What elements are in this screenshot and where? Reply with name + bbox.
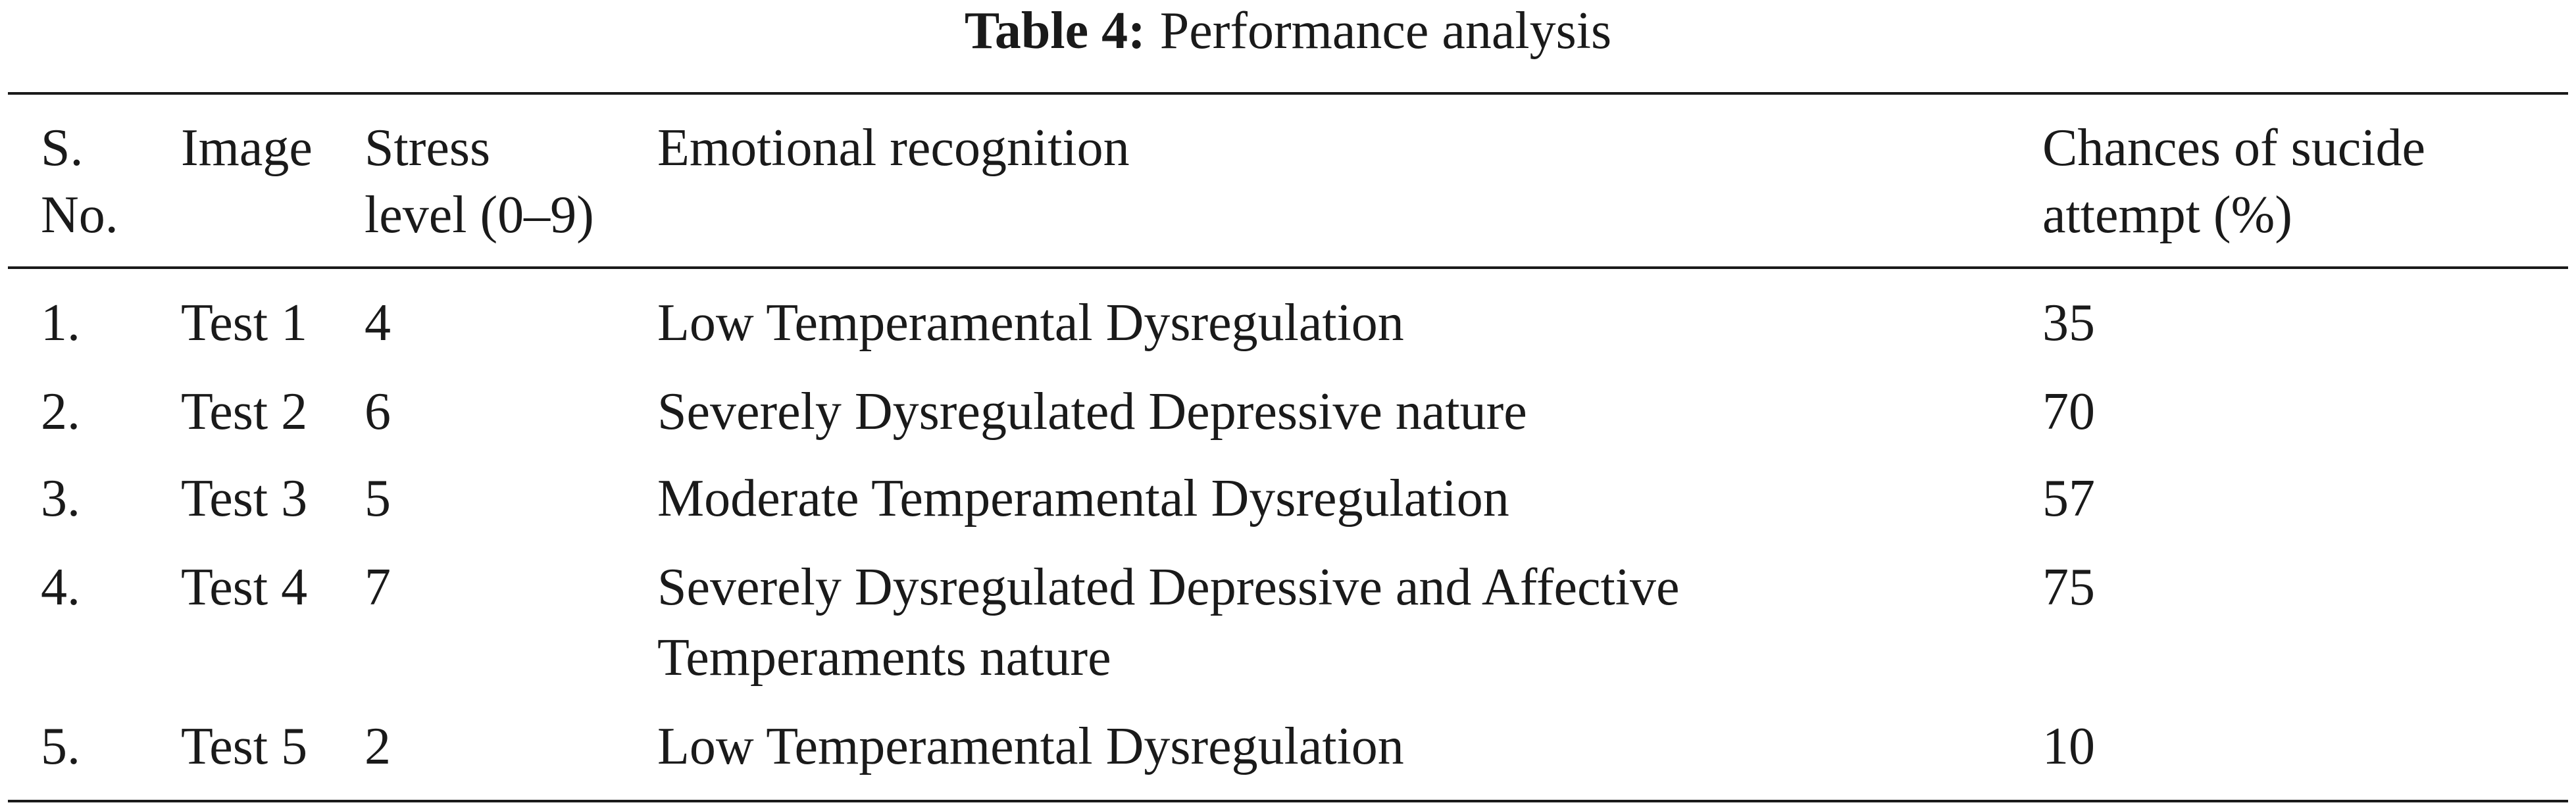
table-cell: Test 4 [181,558,308,616]
table-cell: Low Temperamental Dysregulation [657,718,1404,775]
header-cell: Chances of sucide [2042,119,2426,177]
table-cell: 75 [2042,558,2095,616]
table-cell: Test 5 [181,718,308,775]
table-cell: 57 [2042,470,2095,527]
header-cell: S. [41,119,84,177]
header-cell: Image [181,119,313,177]
table-cell: 6 [365,383,391,441]
table-cell: 7 [365,558,391,616]
table-cell: Test 3 [181,470,308,527]
table-cell: Moderate Temperamental Dysregulation [657,470,1509,527]
table-cell: 5. [41,718,80,775]
caption-title: Performance analysis [1159,2,1612,60]
table-cell: 5 [365,470,391,527]
table-cell: 2. [41,383,80,441]
table-cell: Severely Dysregulated Depressive and Aff… [657,558,1680,687]
header-cell: level (0–9) [365,186,594,244]
table-cell: 2 [365,718,391,775]
header-cell: No. [41,186,118,244]
table-cell: Low Temperamental Dysregulation [657,294,1404,352]
table-cell: 1. [41,294,80,352]
caption-label: Table 4: [964,2,1146,60]
table-cell: 4 [365,294,391,352]
top-rule [8,92,2568,95]
table-cell: 35 [2042,294,2095,352]
header-cell: Emotional recognition [657,119,1130,177]
table-cell: 3. [41,470,80,527]
table-cell: Severely Dysregulated Depressive nature [657,383,1527,441]
table-cell: Test 2 [181,383,308,441]
header-cell: attempt (%) [2042,186,2292,244]
bottom-rule [8,800,2568,802]
table-cell: 10 [2042,718,2095,775]
table-cell: 70 [2042,383,2095,441]
table-cell: Test 1 [181,294,308,352]
header-rule [8,266,2568,269]
table-cell: 4. [41,558,80,616]
caption: Table 4: Performance analysis [0,0,2576,62]
header-cell: Stress [365,119,491,177]
